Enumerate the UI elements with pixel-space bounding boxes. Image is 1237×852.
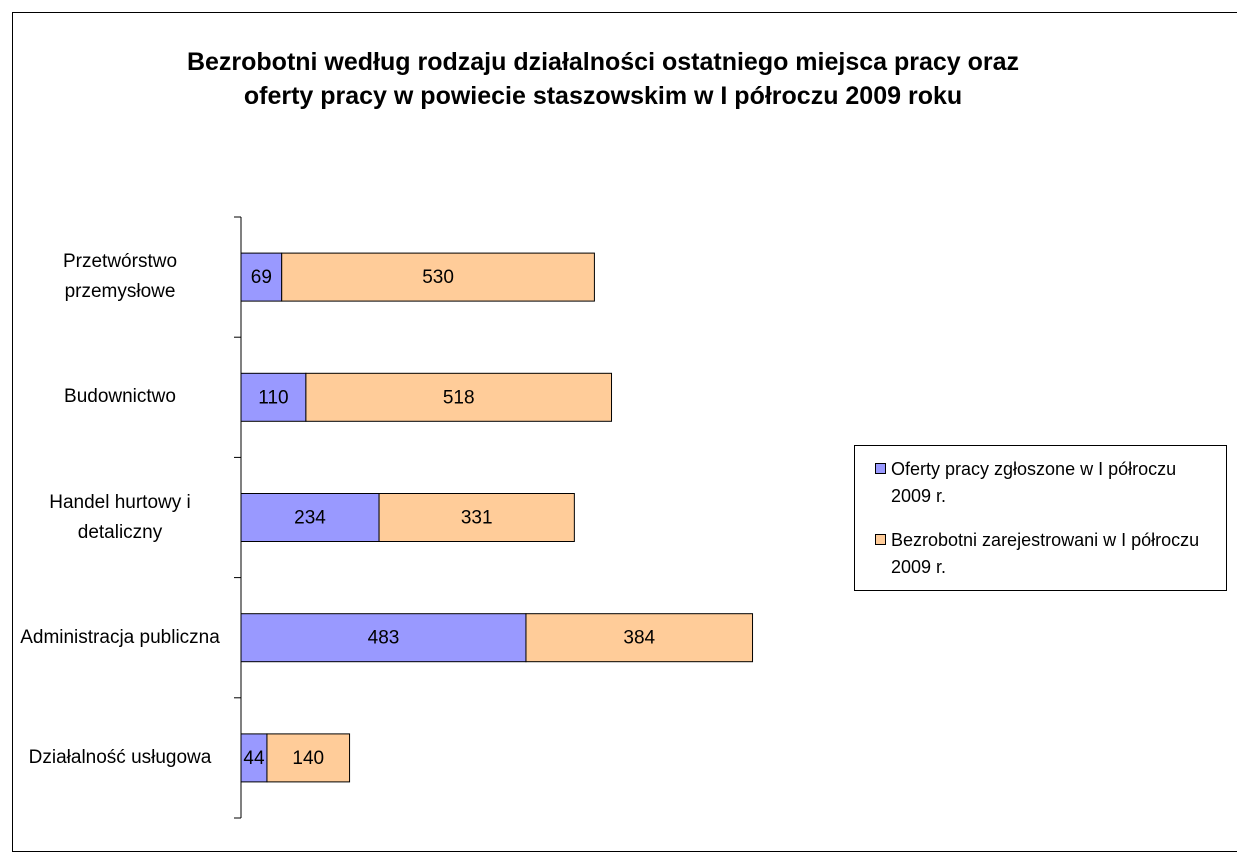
y-tick-label: Administracja publiczna bbox=[20, 626, 220, 648]
bar-segment bbox=[525, 613, 754, 663]
bar-segment bbox=[240, 493, 380, 542]
y-tick-label: Handel hurtowy i detaliczny bbox=[49, 491, 191, 543]
data-label: 234 bbox=[294, 508, 326, 529]
data-label: 44 bbox=[243, 748, 265, 769]
data-label: 140 bbox=[292, 748, 324, 769]
bar-segment bbox=[281, 252, 595, 302]
y-tick-label: Działalność usługowa bbox=[28, 746, 212, 768]
legend-swatch bbox=[875, 463, 886, 474]
bar-segment bbox=[305, 372, 613, 422]
data-label: 483 bbox=[368, 628, 400, 649]
page: Bezrobotni według rodzaju działalności o… bbox=[12, 12, 1237, 852]
bar-segment bbox=[240, 613, 527, 663]
bar-segment bbox=[266, 733, 351, 783]
data-label: 518 bbox=[443, 387, 475, 408]
data-label: 69 bbox=[251, 267, 272, 288]
bar-segment bbox=[378, 493, 575, 542]
data-label: 331 bbox=[461, 508, 493, 529]
plot: 69 530 110 518 234 331 483 384 44 140 bbox=[234, 216, 754, 819]
bar-segment bbox=[240, 372, 307, 422]
legend-label: Bezrobotni zarejestrowani w I półroczu 2… bbox=[891, 530, 1200, 577]
legend-swatch bbox=[875, 534, 886, 545]
data-label: 384 bbox=[623, 628, 655, 649]
legend-item: Bezrobotni zarejestrowani w I półroczu 2… bbox=[875, 527, 1218, 581]
y-tick-label: Przetwórstwo przemysłowe bbox=[62, 251, 178, 303]
legend-label: Oferty pracy zgłoszone w I półroczu 2009… bbox=[891, 459, 1177, 506]
legend-item: Oferty pracy zgłoszone w I półroczu 2009… bbox=[875, 456, 1218, 510]
data-label: 530 bbox=[422, 267, 454, 288]
legend: Oferty pracy zgłoszone w I półroczu 2009… bbox=[854, 445, 1227, 591]
chart-title: Bezrobotni według rodzaju działalności o… bbox=[186, 48, 1020, 110]
data-label: 110 bbox=[258, 387, 288, 408]
y-tick-label: Budownictwo bbox=[64, 386, 176, 408]
